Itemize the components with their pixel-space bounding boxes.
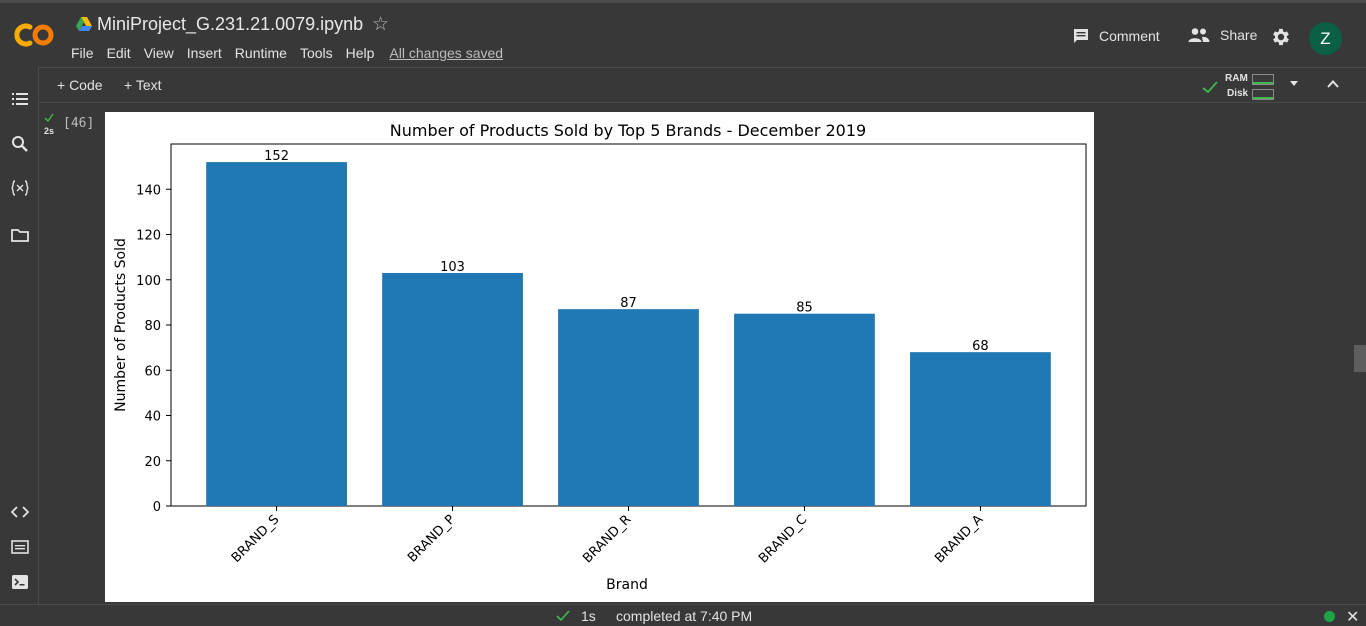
x-axis-label: Brand xyxy=(606,577,648,593)
left-sidebar xyxy=(0,67,39,604)
avatar[interactable]: Z xyxy=(1309,22,1342,55)
chart-title: Number of Products Sold by Top 5 Brands … xyxy=(390,121,866,140)
terminal-icon[interactable] xyxy=(10,572,30,592)
data-label-brand_a: 68 xyxy=(972,339,989,354)
y-tick-label: 40 xyxy=(144,410,161,425)
resource-monitor[interactable]: RAM Disk xyxy=(1202,70,1298,100)
folder-icon[interactable] xyxy=(10,225,30,245)
status-bar: 1s completed at 7:40 PM ✕ xyxy=(0,604,1366,626)
share-button[interactable]: Share xyxy=(1188,27,1257,43)
menu-help[interactable]: Help xyxy=(345,45,375,61)
connected-check-icon xyxy=(1202,81,1218,94)
add-text-button[interactable]: + Text xyxy=(124,77,162,93)
search-icon[interactable] xyxy=(10,134,30,154)
y-tick-label: 80 xyxy=(144,319,161,334)
close-icon[interactable]: ✕ xyxy=(1346,609,1360,626)
y-tick-label: 120 xyxy=(136,229,161,244)
star-icon[interactable]: ☆ xyxy=(372,14,390,35)
notebook-toolbar: + Code + Text RAM Disk xyxy=(39,67,1366,103)
drive-icon[interactable] xyxy=(76,17,92,31)
x-tick-label: BRAND_S xyxy=(229,512,283,566)
command-palette-icon[interactable] xyxy=(10,537,30,557)
notebook-title[interactable]: MiniProject_G.231.21.0079.ipynb xyxy=(97,14,364,34)
header: MiniProject_G.231.21.0079.ipynb ☆ File E… xyxy=(0,0,1366,67)
code-snippets-icon[interactable] xyxy=(10,502,30,522)
status-indicator-dot xyxy=(1324,611,1335,622)
y-axis-label: Number of Products Sold xyxy=(113,238,129,412)
table-of-contents-icon[interactable] xyxy=(10,89,30,109)
gear-icon[interactable] xyxy=(1270,26,1292,48)
people-icon xyxy=(1188,28,1210,42)
cell-output: 152 103 87 85 68 0 20 40 60 80 100 120 140 BRAND_S B… xyxy=(105,112,1094,602)
bar-brand_a xyxy=(910,352,1051,506)
y-tick-label: 20 xyxy=(144,455,161,470)
comment-icon xyxy=(1074,29,1088,43)
y-tick-label: 60 xyxy=(144,364,161,379)
x-tick-label: BRAND_P xyxy=(405,512,458,565)
variables-icon[interactable] xyxy=(10,178,30,198)
y-tick-label: 0 xyxy=(153,500,161,515)
y-tick-label: 100 xyxy=(136,274,161,289)
bar-brand_c xyxy=(734,313,875,506)
comment-button[interactable]: Comment xyxy=(1072,27,1160,45)
cell-exec-count[interactable]: [46] xyxy=(63,116,95,131)
x-tick-label: BRAND_R xyxy=(580,512,634,566)
bar-brand_s xyxy=(206,162,347,506)
ram-label: RAM xyxy=(1225,73,1248,84)
cell-gutter: 2s [46] xyxy=(39,104,105,604)
menu-edit[interactable]: Edit xyxy=(106,45,131,61)
status-duration: 1s xyxy=(581,608,596,624)
menu-insert[interactable]: Insert xyxy=(186,45,222,61)
status-completed-text[interactable]: completed at 7:40 PM xyxy=(616,608,753,624)
cell-success-check-icon xyxy=(44,113,54,122)
menu-tools[interactable]: Tools xyxy=(299,45,333,61)
chevron-down-icon[interactable] xyxy=(1289,79,1299,87)
menu-runtime[interactable]: Runtime xyxy=(234,45,287,61)
comment-label: Comment xyxy=(1099,28,1160,44)
scrollbar-thumb[interactable] xyxy=(1354,345,1366,372)
ram-meter xyxy=(1252,74,1274,85)
save-status-link[interactable]: All changes saved xyxy=(389,45,504,61)
chevron-up-icon[interactable] xyxy=(1326,77,1340,91)
y-tick-label: 140 xyxy=(136,183,161,198)
disk-meter xyxy=(1252,89,1274,100)
colab-logo-icon[interactable] xyxy=(14,21,56,49)
bar-chart: 152 103 87 85 68 0 20 40 60 80 100 120 140 BRAND_S B… xyxy=(113,121,1087,593)
x-tick-label: BRAND_C xyxy=(756,512,810,566)
menu-file[interactable]: File xyxy=(71,45,94,61)
bar-brand_r xyxy=(558,309,699,506)
bar-brand_p xyxy=(382,272,523,506)
menu-view[interactable]: View xyxy=(143,45,174,61)
add-code-button[interactable]: + Code xyxy=(57,77,103,93)
data-label-brand_r: 87 xyxy=(620,296,637,311)
share-label: Share xyxy=(1220,27,1258,43)
data-label-brand_s: 152 xyxy=(264,149,289,164)
cell-exec-time: 2s xyxy=(44,126,55,136)
menubar: File Edit View Insert Runtime Tools Help… xyxy=(71,45,516,61)
status-check-icon xyxy=(556,610,570,622)
data-label-brand_p: 103 xyxy=(440,260,465,275)
x-tick-label: BRAND_A xyxy=(932,512,986,566)
disk-label: Disk xyxy=(1227,88,1249,99)
data-label-brand_c: 85 xyxy=(796,301,813,316)
